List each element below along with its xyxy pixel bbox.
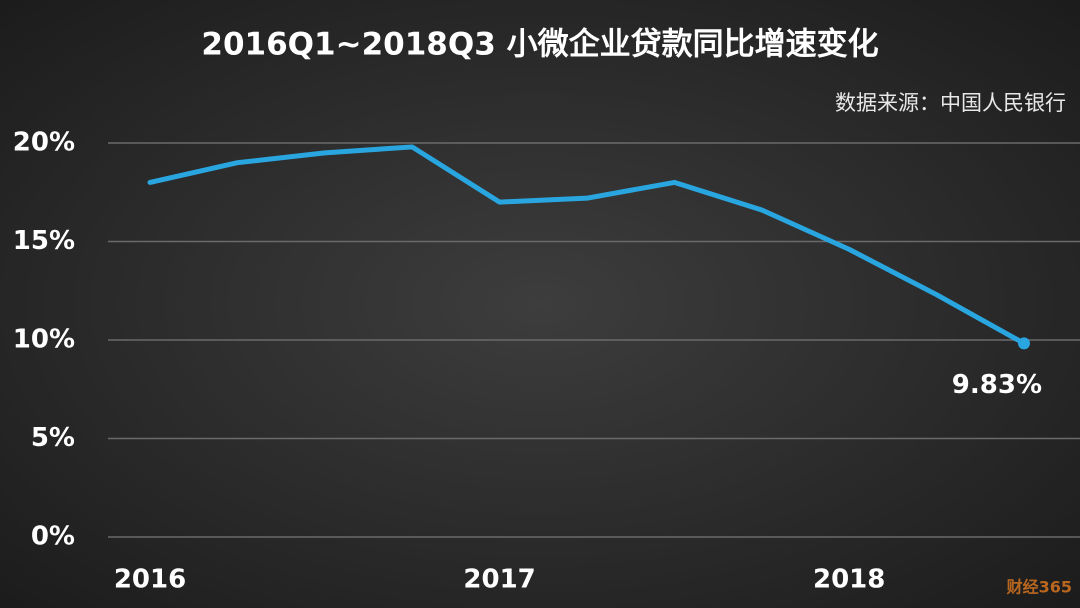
data-label: 9.83%: [952, 370, 1042, 400]
series-line: [147, 144, 1027, 346]
data-point: [1018, 337, 1030, 350]
y-tick-label: 5%: [31, 423, 75, 453]
y-tick-label: 20%: [13, 128, 75, 158]
y-tick-label: 0%: [31, 522, 75, 552]
x-tick-label: 2016: [114, 565, 186, 595]
y-tick-label: 10%: [13, 325, 75, 355]
source-note: 数据来源：中国人民银行: [835, 91, 1066, 115]
x-tick-label: 2018: [813, 565, 885, 595]
chart-title: 2016Q1~2018Q3 小微企业贷款同比增速变化: [201, 27, 878, 63]
watermark: 财经365: [1006, 578, 1072, 597]
x-tick-label: 2017: [463, 565, 535, 595]
y-tick-label: 15%: [13, 226, 75, 256]
